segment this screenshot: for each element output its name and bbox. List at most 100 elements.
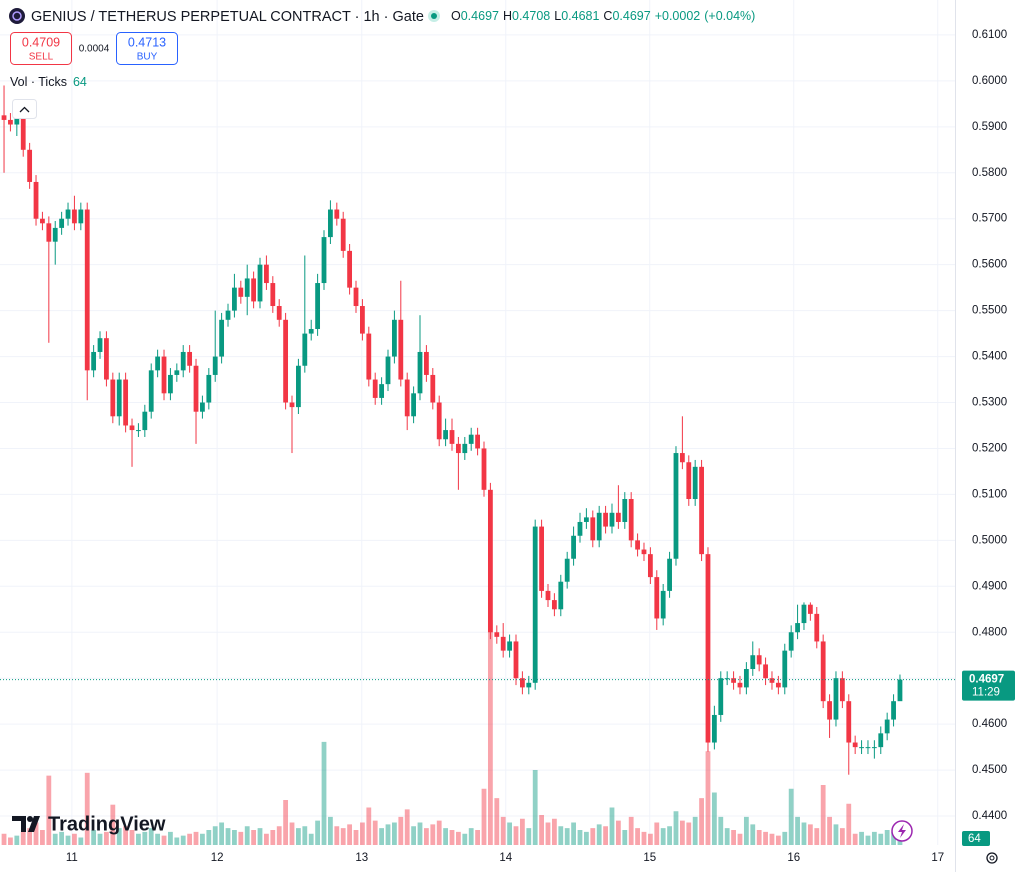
volume-bar — [500, 816, 506, 845]
volume-bar — [635, 828, 640, 845]
candle-body — [65, 209, 71, 219]
volume-bar — [596, 824, 602, 845]
volume-bar — [59, 831, 65, 845]
candle-body — [782, 650, 788, 688]
symbol-icon[interactable] — [9, 8, 25, 24]
x-tick-label: 13 — [355, 852, 368, 864]
volume-bar — [244, 826, 250, 845]
candle-body — [436, 402, 442, 440]
volume-bar — [705, 751, 711, 845]
volume-bar — [232, 830, 237, 845]
volume-bar — [302, 826, 308, 845]
volume-bar — [660, 828, 666, 845]
candle-body — [827, 701, 832, 720]
candles — [1, 85, 903, 775]
volume-bar — [180, 835, 186, 845]
volume-bar — [168, 831, 173, 845]
settings-button[interactable] — [986, 852, 998, 864]
volume-bar — [724, 828, 730, 845]
candle-body — [871, 747, 877, 749]
candle-body — [334, 209, 340, 219]
x-tick-label: 12 — [211, 852, 224, 864]
sell-button[interactable] — [10, 32, 72, 65]
volume-bar — [750, 824, 756, 845]
candle-body — [136, 430, 141, 432]
volume-bar — [308, 833, 314, 845]
volume-bar — [775, 835, 781, 845]
ohlc-legend: O0.4697 H0.4708 L0.4681 C0.4697 +0.0002 (+0.0… — [451, 9, 755, 23]
volume-bar — [711, 792, 717, 845]
candle-body — [635, 540, 640, 550]
y-tick-label: 0.5300 — [972, 397, 1007, 409]
volume-bar — [104, 831, 109, 845]
candle-body — [692, 466, 698, 500]
candle-body — [225, 310, 231, 320]
candle-body — [8, 119, 13, 125]
volume-bar — [654, 822, 660, 845]
volume-bar — [801, 822, 807, 845]
symbol-title[interactable]: GENIUS / TETHERUS PERPETUAL CONTRACT · 1… — [31, 9, 424, 25]
volume-bar — [891, 831, 896, 845]
volume-bar — [455, 831, 461, 845]
candle-body — [219, 319, 225, 357]
volume-bar — [1, 833, 7, 845]
candle-body — [129, 425, 135, 431]
candle-body — [423, 351, 429, 375]
volume-bar — [577, 830, 583, 845]
volume-bar — [193, 831, 199, 845]
volume-bar — [296, 828, 301, 845]
volume-bar — [225, 828, 231, 845]
volume-bar — [270, 830, 276, 845]
candle-body — [328, 209, 333, 238]
candle-body — [174, 370, 180, 375]
last-price-label: 0.4697 — [969, 674, 1004, 686]
volume-bar — [545, 822, 551, 845]
candle-body — [340, 218, 346, 251]
spread: 0.0004 — [79, 44, 110, 55]
candle-body — [430, 374, 436, 403]
volume-bar — [264, 833, 269, 845]
candle-body — [603, 512, 608, 527]
candle-body — [59, 218, 65, 228]
candle-body — [1, 115, 7, 120]
candle-body — [347, 250, 353, 288]
l-value: 0.4681 — [561, 9, 599, 23]
candle-body — [660, 590, 666, 619]
collapse-button[interactable] — [12, 99, 37, 119]
candle-body — [724, 678, 730, 680]
buy-label: BUY — [137, 52, 158, 63]
volume-bar — [846, 803, 852, 845]
candle-body — [360, 306, 365, 334]
candle-body — [750, 655, 756, 670]
candle-body — [731, 678, 736, 683]
candle-body — [494, 632, 500, 637]
volume-bar — [449, 830, 455, 845]
volume-bar — [622, 830, 628, 845]
volume-bar — [72, 833, 77, 845]
volume-bar — [481, 788, 487, 845]
volume-bar — [46, 775, 52, 845]
volume-bar — [20, 831, 26, 845]
volume-bar — [539, 815, 544, 845]
candle-body — [628, 499, 634, 541]
change: +0.0002 — [655, 9, 701, 23]
volume-bar — [603, 826, 608, 845]
y-tick-label: 0.5100 — [972, 488, 1007, 500]
y-tick-label: 0.6000 — [972, 75, 1007, 87]
candle-body — [84, 209, 90, 371]
volume-bar — [33, 822, 39, 845]
volume-bar — [609, 807, 615, 845]
volume-bar — [686, 822, 692, 845]
buy-button[interactable] — [116, 32, 178, 65]
candle-body — [379, 384, 385, 398]
candle-body — [52, 227, 58, 242]
volume-bar — [148, 828, 154, 845]
volume-bar — [468, 828, 474, 845]
volume-bar — [436, 820, 442, 845]
candle-body — [276, 306, 282, 320]
candle-body — [852, 742, 858, 748]
candle-body — [168, 374, 173, 394]
candle-body — [443, 430, 448, 440]
candle-body — [801, 604, 807, 624]
volume-bar — [78, 837, 84, 845]
